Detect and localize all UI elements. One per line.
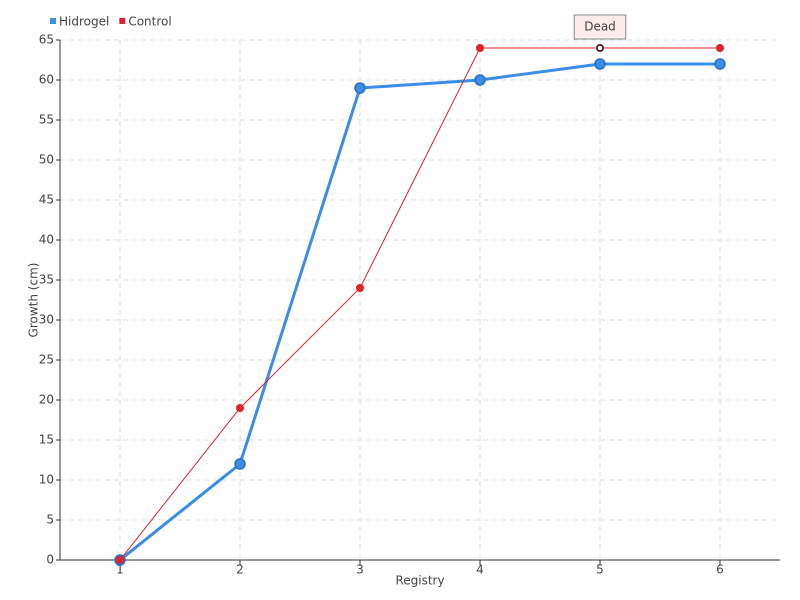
y-tick-label: 55 <box>39 113 54 127</box>
y-tick-label: 45 <box>39 193 54 207</box>
y-tick-label: 0 <box>46 553 54 567</box>
series-line <box>119 62 720 562</box>
point <box>476 44 484 52</box>
y-tick-label: 50 <box>39 153 54 167</box>
legend-swatch <box>119 18 126 24</box>
point <box>354 82 366 94</box>
annotation-point <box>596 44 604 52</box>
series-line <box>119 47 720 561</box>
x-tick-label: 1 <box>116 563 124 577</box>
y-tick-label: 10 <box>39 473 54 487</box>
x-tick-label: 4 <box>476 563 484 577</box>
point <box>116 556 124 564</box>
legend-swatch <box>50 18 56 24</box>
point <box>716 44 724 52</box>
point <box>714 58 726 70</box>
annotation-text: Dead <box>584 20 616 34</box>
x-tick-label: 5 <box>596 563 604 577</box>
y-tick-label: 20 <box>39 393 54 407</box>
y-tick-label: 35 <box>39 273 54 287</box>
point <box>356 284 364 292</box>
y-tick-label: 5 <box>46 513 54 527</box>
y-tick-label: 30 <box>39 313 54 327</box>
y-tick-label: 60 <box>39 73 54 87</box>
y-tick-label: 15 <box>39 433 54 447</box>
x-tick-label: 2 <box>236 563 244 577</box>
point <box>594 58 606 70</box>
y-axis-label: Growth (cm) <box>27 263 41 338</box>
point <box>236 404 244 412</box>
legend-label: Control <box>128 15 171 29</box>
annotation: Dead <box>573 14 627 40</box>
annotation-box <box>573 14 627 40</box>
x-axis-label: Registry <box>395 574 444 588</box>
x-tick-label: 3 <box>356 563 364 577</box>
y-tick-label: 40 <box>39 233 54 247</box>
point <box>234 458 246 470</box>
x-tick-label: 6 <box>716 563 724 577</box>
y-tick-label: 65 <box>39 33 54 47</box>
legend-label: Hidrogel <box>59 15 109 29</box>
point <box>474 74 486 86</box>
y-tick-label: 25 <box>39 353 54 367</box>
